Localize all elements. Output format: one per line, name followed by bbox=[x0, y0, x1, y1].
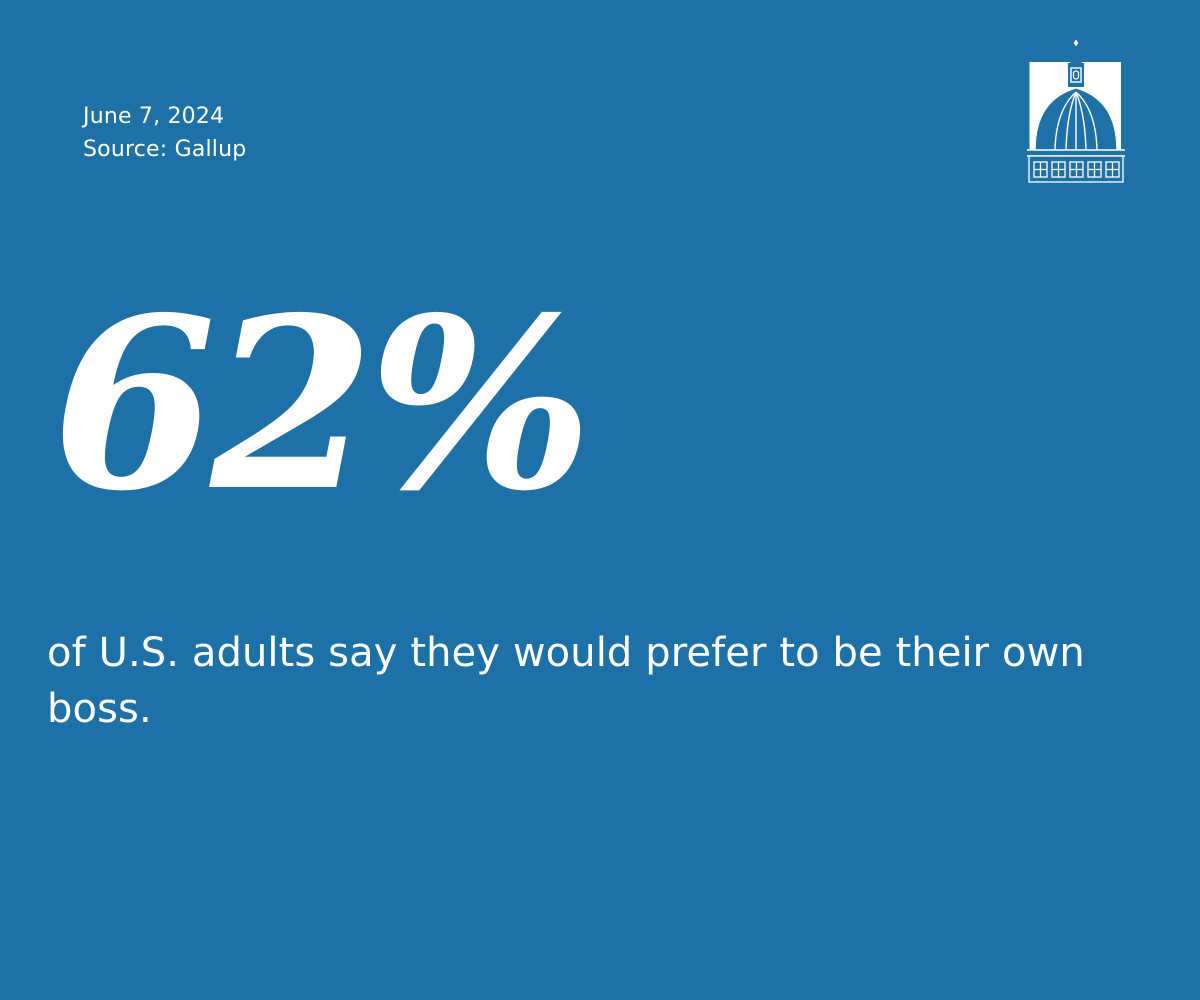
stat-description: of U.S. adults say they would prefer to … bbox=[47, 630, 1085, 732]
meta-info: June 7, 2024 Source: Gallup bbox=[83, 100, 246, 166]
stat-value: 62% bbox=[52, 265, 593, 543]
source-label: Source: Gallup bbox=[83, 137, 247, 162]
publish-date: June 7, 2024 bbox=[83, 104, 225, 129]
capitol-dome-icon bbox=[1025, 40, 1125, 183]
